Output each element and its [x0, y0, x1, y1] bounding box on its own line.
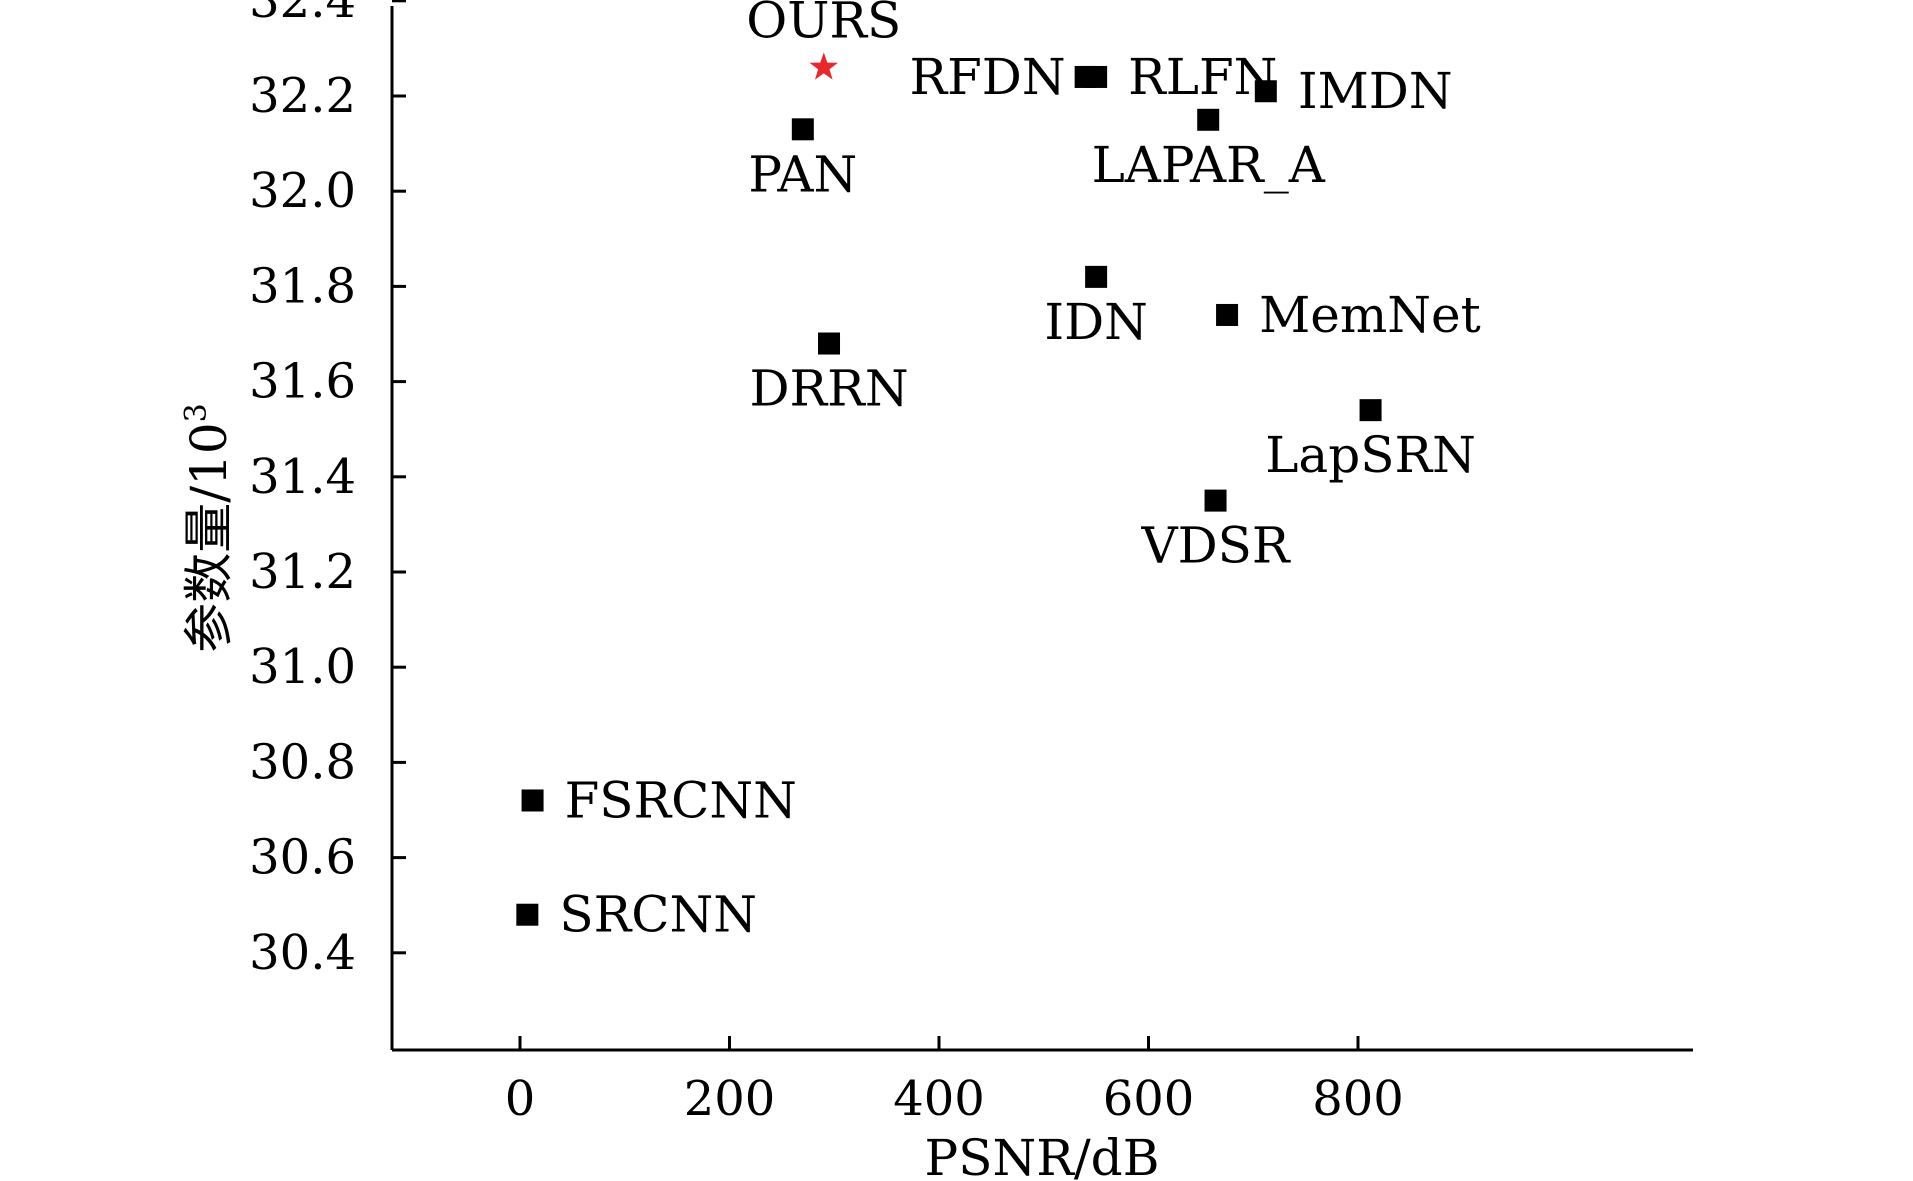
x-ticks: 0 200 400 600 800	[505, 1036, 1404, 1127]
x-tick-label: 400	[893, 1071, 985, 1127]
point-rlfn	[1085, 65, 1108, 88]
data-points: OURS PAN RFDN RLFN IMDN LAPAR_A IDN MemNet DRRN L…	[516, 0, 1481, 944]
label-rlfn: RLFN	[1128, 48, 1277, 106]
point-ours	[809, 52, 838, 80]
y-tick-label: 31.2	[249, 544, 356, 600]
point-lapar-a	[1197, 108, 1220, 131]
axes	[390, 6, 1693, 1052]
point-idn	[1085, 265, 1108, 288]
label-memnet: MemNet	[1259, 286, 1481, 344]
label-lapsrn: LapSRN	[1265, 426, 1476, 484]
x-tick-label: 800	[1312, 1071, 1404, 1127]
y-tick-label: 31.0	[249, 639, 356, 695]
point-pan	[791, 118, 814, 141]
y-tick-label: 32.0	[249, 163, 356, 219]
y-tick-label: 30.6	[249, 830, 356, 886]
point-fsrcnn	[521, 789, 544, 812]
label-ours: OURS	[746, 0, 901, 49]
label-vdsr: VDSR	[1140, 517, 1290, 575]
y-tick-label: 31.4	[249, 449, 356, 505]
label-drrn: DRRN	[749, 360, 908, 418]
label-idn: IDN	[1044, 293, 1148, 351]
label-srcnn: SRCNN	[559, 886, 757, 944]
point-imdn	[1254, 80, 1277, 103]
x-tick-label: 600	[1103, 1071, 1195, 1127]
y-tick-label: 32.4	[249, 0, 356, 29]
point-srcnn	[516, 903, 539, 926]
y-tick-label: 32.2	[249, 68, 356, 124]
x-tick-label: 200	[684, 1071, 776, 1127]
y-tick-label: 31.6	[249, 354, 356, 410]
point-lapsrn	[1359, 399, 1382, 422]
x-axis-title: PSNR/dB	[925, 1129, 1160, 1181]
point-memnet	[1216, 303, 1239, 326]
y-tick-label: 31.8	[249, 258, 356, 314]
label-rfdn: RFDN	[909, 48, 1065, 106]
point-drrn	[818, 332, 841, 355]
point-vdsr	[1204, 489, 1227, 512]
label-imdn: IMDN	[1298, 62, 1453, 120]
y-axis-title-superscript: 3	[179, 403, 214, 422]
y-axis-title: 参数量/103	[179, 403, 238, 653]
x-tick-label: 0	[505, 1071, 536, 1127]
y-tick-label: 30.4	[249, 925, 356, 981]
label-pan: PAN	[748, 145, 857, 203]
y-ticks: 30.4 30.6 30.8 31.0 31.2 31.4 31.6 31.8 32.0 32.2…	[249, 0, 406, 981]
label-lapar-a: LAPAR_A	[1092, 136, 1326, 194]
y-axis-title-main: 参数量/10	[180, 422, 238, 652]
y-tick-label: 30.8	[249, 734, 356, 790]
label-fsrcnn: FSRCNN	[565, 771, 797, 829]
